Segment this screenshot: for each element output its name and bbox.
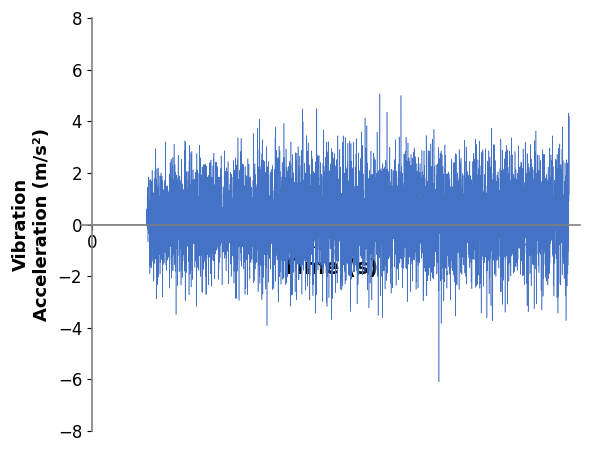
X-axis label: Time (s): Time (s) xyxy=(282,258,379,278)
Y-axis label: Vibration
Acceleration (m/s²): Vibration Acceleration (m/s²) xyxy=(12,128,51,321)
